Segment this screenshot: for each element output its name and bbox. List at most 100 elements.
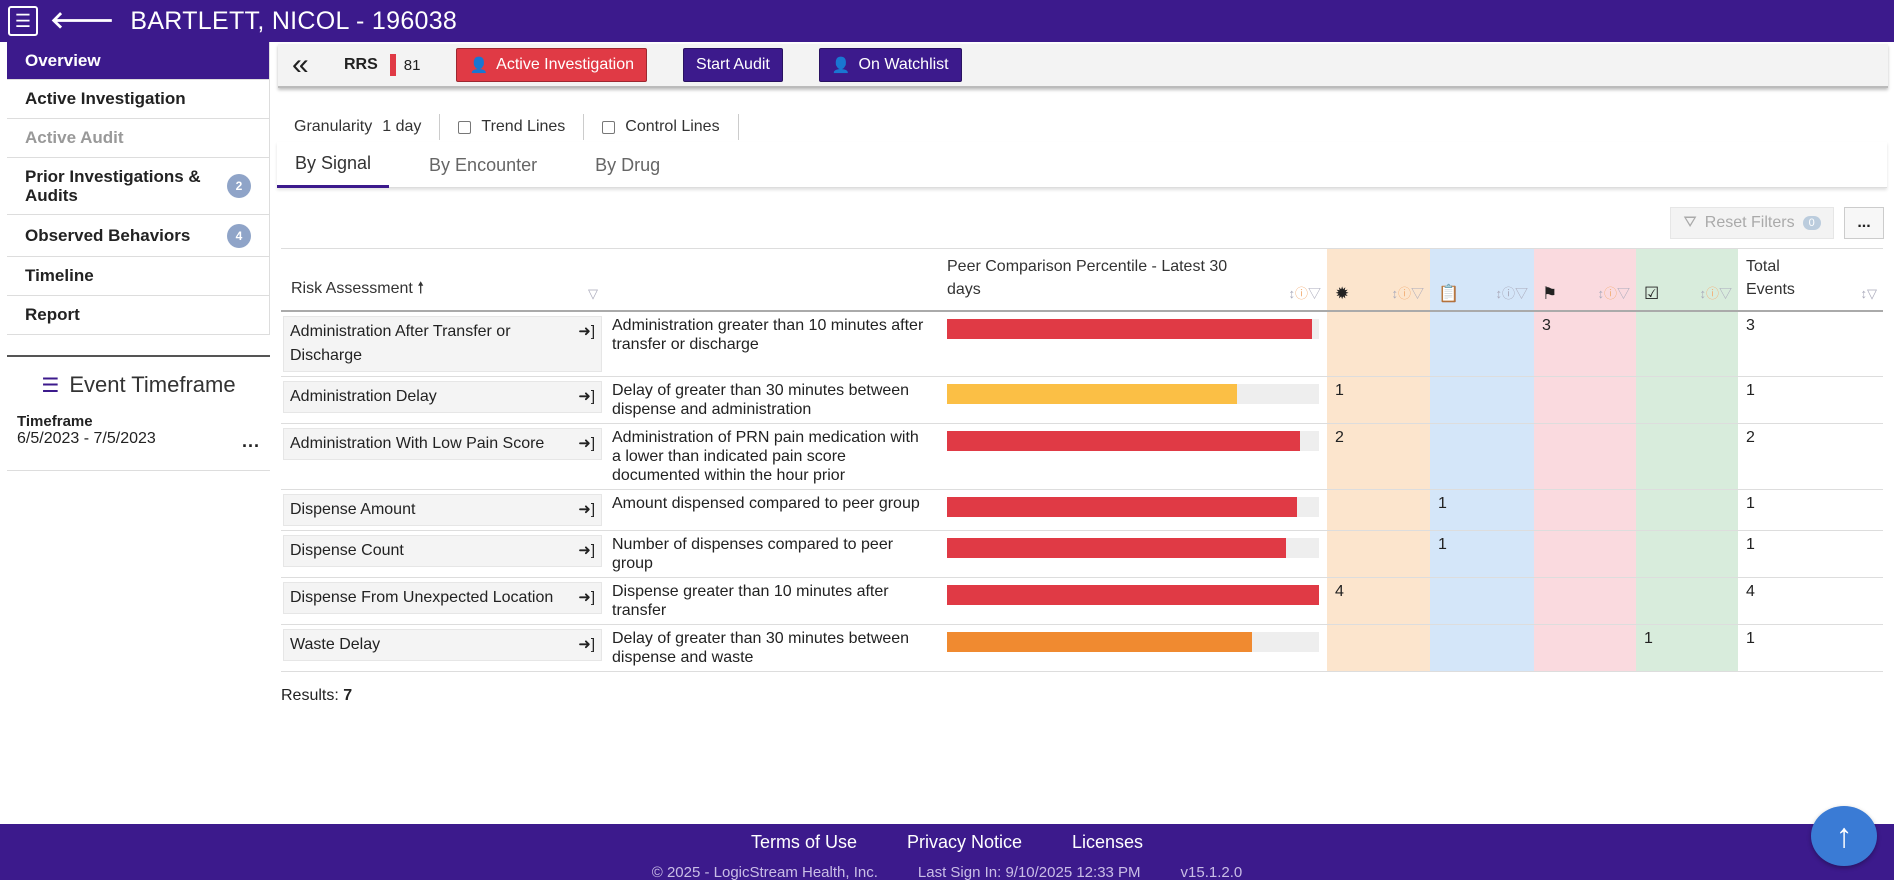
licenses-link[interactable]: Licenses — [1072, 832, 1144, 852]
sign-in-arrow-icon[interactable]: ➜] — [578, 635, 595, 653]
sort-up-arrow-icon[interactable]: 🠕 — [417, 279, 425, 297]
back-arrow-icon[interactable]: 🡐 — [50, 7, 115, 34]
rrs-value: 81 — [403, 56, 421, 74]
tab-by-drug[interactable]: By Drug — [595, 154, 661, 175]
sort-filter-icons[interactable]: ↕ⓘ▽ — [1495, 285, 1528, 301]
peer-bar-cell — [939, 530, 1327, 578]
control-lines-checkbox[interactable] — [602, 120, 616, 134]
sort-filter-icons[interactable]: ↕ⓘ▽ — [1597, 285, 1630, 301]
risk-assessment-header[interactable]: Risk Assessment 🠕 ▽ — [281, 248, 604, 312]
risk-assessment-header-label: Risk Assessment — [291, 279, 413, 297]
sidebar-item-label: Timeline — [25, 266, 94, 285]
investigator-icon: 👤 — [469, 57, 489, 74]
sidebar-item-report[interactable]: Report — [7, 296, 270, 335]
percentile-bar-fill — [947, 318, 1312, 339]
timeframe-label: Timeframe — [17, 413, 93, 430]
flag-count-cell — [1534, 577, 1636, 625]
percentile-bar-track — [947, 584, 1319, 605]
risk-link[interactable]: Dispense Amount ➜] — [283, 493, 602, 526]
table-row: Waste Delay ➜] Delay of greater than 30 mi… — [281, 624, 1883, 672]
total-events-header-label: Total Events — [1746, 258, 1795, 298]
filter-lines-icon: ☰ — [41, 374, 60, 397]
tab-by-encounter[interactable]: By Encounter — [429, 154, 538, 175]
more-options-button[interactable]: ... — [1844, 207, 1884, 239]
risk-name: Dispense Amount — [290, 500, 416, 518]
risk-link[interactable]: Dispense From Unexpected Location ➜] — [283, 581, 602, 614]
sidebar-item-active-investigation[interactable]: Active Investigation — [7, 80, 270, 119]
reset-filters-button[interactable]: ⛛ Reset Filters 0 — [1670, 207, 1834, 239]
sort-filter-icons[interactable]: ↕ⓘ▽ — [1391, 285, 1424, 301]
description-cell: Administration greater than 10 minutes a… — [604, 310, 939, 377]
clipboard-count-cell: 1 — [1430, 530, 1534, 578]
tab-by-signal[interactable]: By Signal — [277, 142, 390, 188]
sign-in-arrow-icon[interactable]: ➜] — [578, 588, 595, 606]
trend-lines-label: Trend Lines — [481, 118, 566, 135]
alert-count-cell: 1 — [1327, 376, 1430, 424]
total-events-cell: 4 — [1738, 577, 1883, 625]
menu-icon[interactable]: ☰ — [8, 6, 38, 36]
sidebar-item-label: Overview — [25, 50, 101, 70]
on-watchlist-button[interactable]: 👤 On Watchlist — [818, 48, 962, 82]
sort-filter-icons[interactable]: ↕▽ — [1860, 285, 1878, 301]
checkbox-checked-icon: ☑ — [1644, 283, 1660, 303]
sign-in-arrow-icon[interactable]: ➜] — [578, 322, 595, 340]
risk-link[interactable]: Dispense Count ➜] — [283, 534, 602, 567]
terms-of-use-link[interactable]: Terms of Use — [750, 832, 857, 852]
table-row: Administration With Low Pain Score ➜] Admi… — [281, 423, 1883, 490]
sign-in-arrow-icon[interactable]: ➜] — [578, 541, 595, 559]
peer-bar-cell — [939, 489, 1327, 531]
sidebar-item-prior-investigations[interactable]: Prior Investigations & Audits 2 — [7, 158, 270, 215]
checked-count-cell: 1 — [1636, 624, 1738, 672]
filter-icon[interactable]: ▽ — [588, 285, 598, 301]
checked-count-cell — [1636, 310, 1738, 377]
privacy-notice-link[interactable]: Privacy Notice — [906, 832, 1022, 852]
risk-name: Dispense Count — [290, 541, 404, 559]
start-audit-button[interactable]: Start Audit — [683, 48, 783, 82]
total-events-cell: 3 — [1738, 310, 1883, 377]
checked-count-cell — [1636, 376, 1738, 424]
on-watchlist-label: On Watchlist — [858, 56, 949, 73]
total-events-cell: 1 — [1738, 530, 1883, 578]
rrs-label: RRS — [344, 56, 378, 73]
sidebar: Overview Active Investigation Active Aud… — [7, 42, 270, 471]
clipboard-count-cell — [1430, 624, 1534, 672]
sidebar-item-timeline[interactable]: Timeline — [7, 257, 270, 296]
risk-link[interactable]: Administration Delay ➜] — [283, 380, 602, 413]
sidebar-item-observed-behaviors[interactable]: Observed Behaviors 4 — [7, 215, 270, 257]
risk-name: Administration After Transfer or Dischar… — [290, 322, 511, 364]
granularity-value[interactable]: 1 day — [382, 118, 422, 135]
risk-name: Waste Delay — [290, 635, 381, 653]
count-badge: 4 — [227, 223, 251, 248]
clipboard-column-header[interactable]: 📋 ↕ⓘ▽ — [1430, 248, 1534, 312]
collapse-double-chevron-icon[interactable]: « — [292, 48, 309, 81]
peer-comparison-header-label: Peer Comparison Percentile - Latest 30 d… — [947, 258, 1228, 298]
alert-column-header[interactable]: ✹ ↕ⓘ▽ — [1327, 248, 1430, 312]
sort-filter-icons[interactable]: ↕ⓘ▽ — [1288, 285, 1321, 301]
checked-column-header[interactable]: ☑ ↕ⓘ▽ — [1636, 248, 1738, 312]
sign-in-arrow-icon[interactable]: ➜] — [578, 500, 595, 518]
checked-count-cell — [1636, 489, 1738, 531]
trend-lines-checkbox[interactable] — [458, 120, 472, 134]
sign-in-arrow-icon[interactable]: ➜] — [578, 434, 595, 452]
granularity-label: Granularity — [294, 118, 373, 135]
peer-comparison-header[interactable]: Peer Comparison Percentile - Latest 30 d… — [939, 248, 1327, 312]
risk-link[interactable]: Waste Delay ➜] — [283, 628, 602, 661]
timeframe-more-button[interactable]: ... — [241, 431, 260, 451]
flag-count-cell: 3 — [1534, 310, 1636, 377]
risk-cell: Administration After Transfer or Dischar… — [281, 310, 604, 377]
arrow-up-icon: ↑ — [1835, 816, 1853, 855]
sidebar-item-overview[interactable]: Overview — [7, 42, 270, 80]
scroll-to-top-button[interactable]: ↑ — [1811, 806, 1877, 866]
filter-count-badge: 0 — [1802, 216, 1821, 230]
risk-link[interactable]: Administration With Low Pain Score ➜] — [283, 427, 602, 460]
percentile-bar-track — [947, 430, 1319, 451]
sign-in-arrow-icon[interactable]: ➜] — [578, 387, 595, 405]
risk-link[interactable]: Administration After Transfer or Dischar… — [283, 315, 602, 372]
start-audit-label: Start Audit — [696, 56, 770, 73]
event-timeframe-header: ☰ Event Timeframe — [7, 355, 270, 401]
total-events-header[interactable]: Total Events ↕▽ — [1738, 248, 1883, 312]
sort-filter-icons[interactable]: ↕ⓘ▽ — [1699, 285, 1732, 301]
risk-cell: Dispense From Unexpected Location ➜] — [281, 577, 604, 625]
active-investigation-button[interactable]: 👤 Active Investigation — [456, 48, 648, 82]
flag-column-header[interactable]: ⚑ ↕ⓘ▽ — [1534, 248, 1636, 312]
